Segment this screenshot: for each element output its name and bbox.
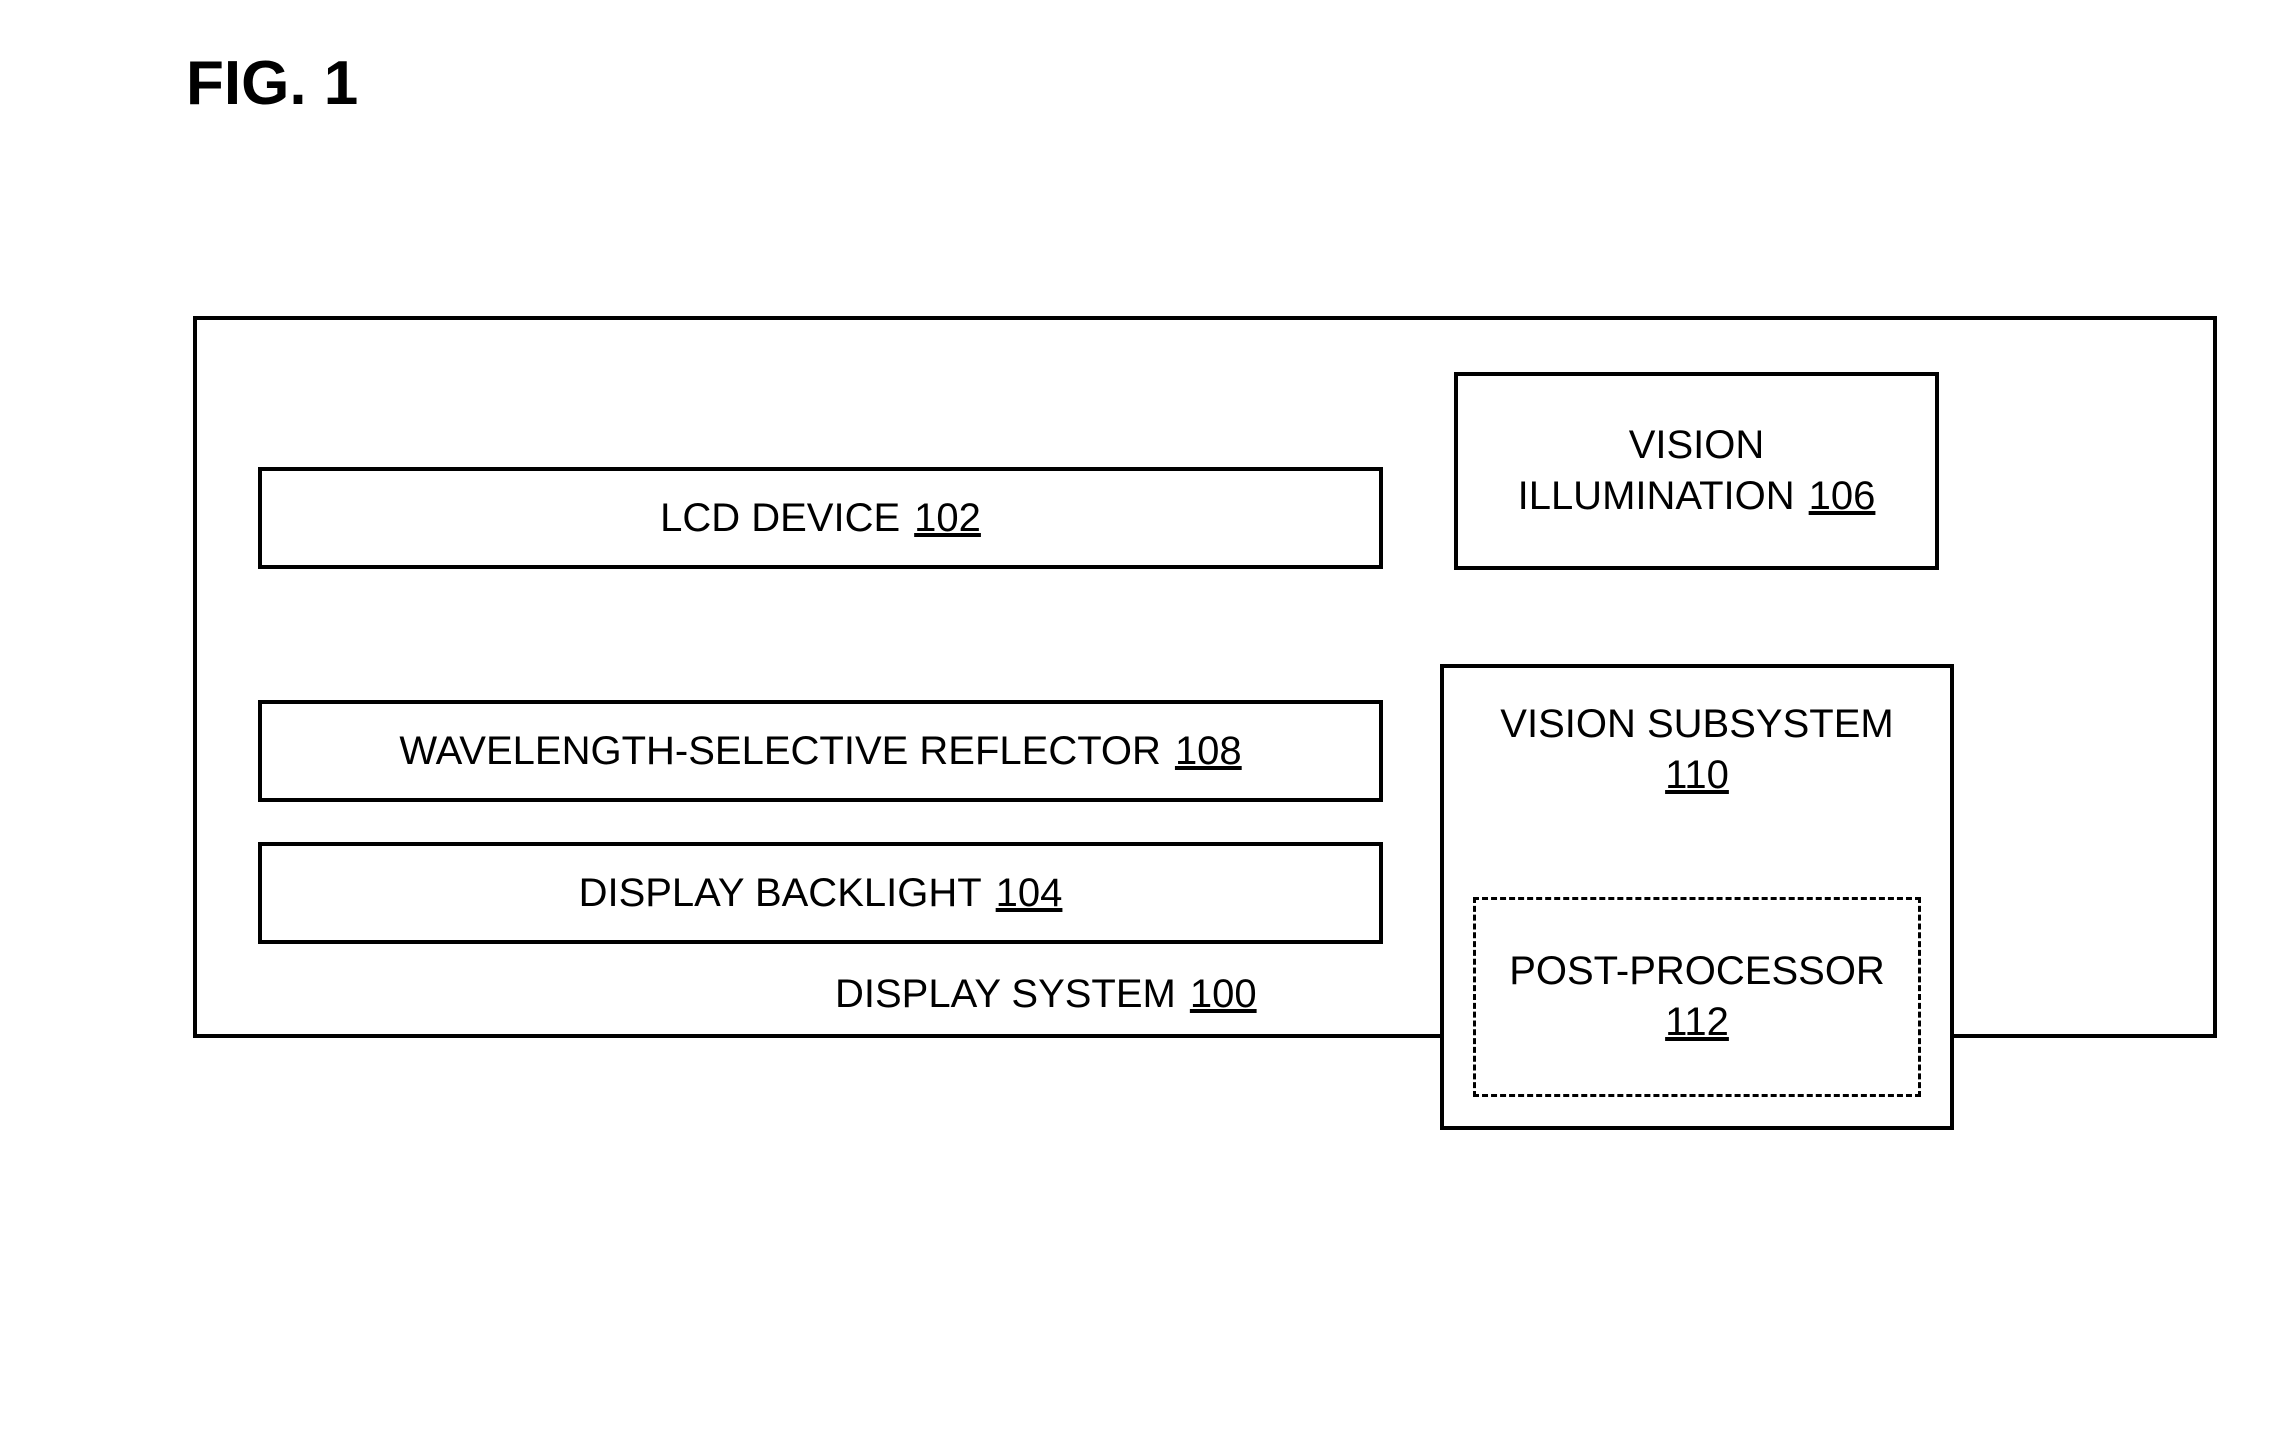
diagram-canvas: FIG. 1 LCD DEVICE 102 WAVELENGTH-SELECTI… bbox=[0, 0, 2296, 1448]
vision-subsystem-label: VISION SUBSYSTEM bbox=[1500, 702, 1893, 747]
reflector-block: WAVELENGTH-SELECTIVE REFLECTOR 108 bbox=[258, 700, 1383, 802]
display-system-label: DISPLAY SYSTEM 100 bbox=[835, 972, 1257, 1017]
display-system-number: 100 bbox=[1190, 972, 1257, 1017]
display-system-text: DISPLAY SYSTEM bbox=[835, 972, 1176, 1017]
reflector-label: WAVELENGTH-SELECTIVE REFLECTOR bbox=[399, 729, 1161, 774]
vision-illumination-number: 106 bbox=[1809, 474, 1876, 519]
vision-subsystem-number: 110 bbox=[1665, 753, 1729, 798]
backlight-number: 104 bbox=[996, 871, 1063, 916]
post-processor-number: 112 bbox=[1665, 1000, 1729, 1045]
vision-illumination-label-line2: ILLUMINATION bbox=[1518, 474, 1795, 519]
backlight-label: DISPLAY BACKLIGHT bbox=[579, 871, 982, 916]
lcd-device-label: LCD DEVICE bbox=[660, 496, 900, 541]
post-processor-label: POST-PROCESSOR bbox=[1509, 949, 1885, 994]
reflector-number: 108 bbox=[1175, 729, 1242, 774]
post-processor-block: POST-PROCESSOR 112 bbox=[1473, 897, 1921, 1097]
backlight-block: DISPLAY BACKLIGHT 104 bbox=[258, 842, 1383, 944]
figure-label: FIG. 1 bbox=[186, 48, 358, 119]
lcd-device-number: 102 bbox=[914, 496, 981, 541]
vision-illumination-label-line1: VISION bbox=[1629, 423, 1765, 468]
lcd-device-block: LCD DEVICE 102 bbox=[258, 467, 1383, 569]
vision-illumination-block: VISION ILLUMINATION 106 bbox=[1454, 372, 1939, 570]
